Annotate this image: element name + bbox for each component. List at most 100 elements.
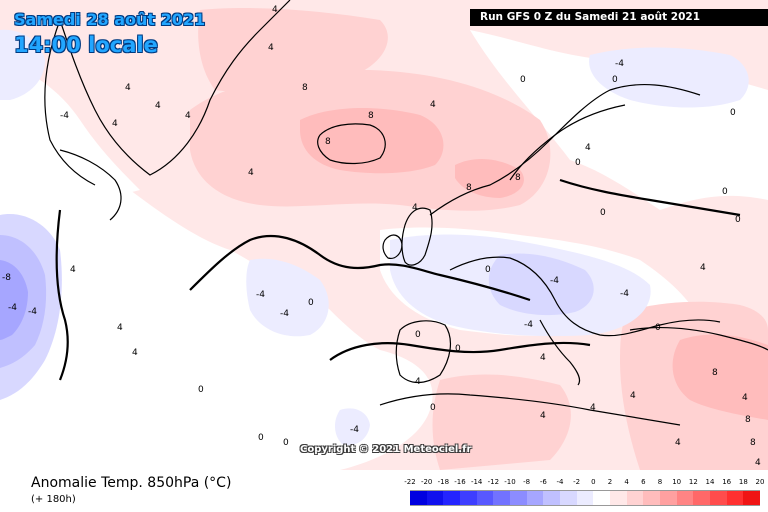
scale-tick-label: 16 (722, 478, 732, 486)
field-blue-canary (334, 408, 370, 446)
label-l50: 4 (755, 458, 761, 468)
label-l23: 0 (308, 298, 314, 308)
scale-tick-label: -12 (487, 478, 500, 486)
scale-swatch (693, 490, 711, 506)
scale-swatch (443, 490, 461, 506)
label-l37: -8 (2, 273, 11, 283)
scale-swatch (626, 490, 644, 506)
scale-tick-label: 8 (657, 478, 663, 486)
label-l7: 4 (430, 100, 436, 110)
scale-tick-label: 4 (624, 478, 629, 486)
label-l13: 4 (248, 168, 254, 178)
scale-tick-label: 10 (672, 478, 682, 486)
forecast-time: 14:00 locale (14, 33, 158, 57)
field-blue-greenland-nw (0, 29, 45, 100)
contour-zero-east (559, 178, 741, 217)
scale-swatch (676, 490, 694, 506)
scale-swatch (510, 490, 527, 506)
scale-swatch (410, 490, 427, 506)
contour-zero-west (55, 209, 69, 381)
coast-africa (379, 393, 681, 426)
label-l45: 4 (742, 393, 748, 403)
field-deep-red-iceland (300, 108, 444, 174)
field-red-sahara (432, 374, 571, 470)
label-l6: 4 (185, 111, 191, 121)
field-blue-europe-core (488, 253, 594, 316)
label-l18: 0 (520, 75, 526, 85)
label-l57: 0 (430, 403, 436, 413)
label-l31: -4 (280, 309, 289, 319)
label-l28: 0 (283, 438, 289, 448)
field-blue-west-deep (0, 260, 28, 340)
scale-tick-label: 6 (641, 478, 646, 486)
label-l27: 0 (258, 433, 264, 443)
scale-swatch (560, 490, 577, 506)
label-l42: 4 (590, 403, 596, 413)
label-l8: 8 (302, 83, 308, 93)
scale-swatch (493, 490, 511, 506)
run-info-banner: Run GFS 0 Z du Samedi 21 août 2021 (470, 9, 768, 26)
label-l2: 4 (268, 43, 274, 53)
coastlines (44, 0, 768, 426)
label-l48: 8 (750, 438, 756, 448)
label-l34: -4 (615, 59, 624, 69)
field-blue-atlantic (246, 258, 329, 337)
field-red-greenland-north (198, 8, 388, 92)
label-l19: 0 (612, 75, 618, 85)
label-l35: -4 (350, 425, 359, 435)
forecast-date: Samedi 28 août 2021 (14, 10, 206, 29)
label-l11: 8 (466, 183, 472, 193)
contour-zero-med (329, 341, 591, 361)
color-scale: -22 -20 -18 -16 -14 -12 -10 -8 -6 -4 -2 0 2 4 6 8 10 12 14… (404, 478, 764, 510)
label-l5: 4 (112, 119, 118, 129)
scale-tick-label: 14 (705, 478, 715, 486)
scale-swatch (660, 490, 677, 506)
scale-tick-label: -4 (556, 478, 564, 486)
scale-tick-label: -16 (454, 478, 466, 486)
scale-tick-label: -18 (437, 478, 450, 486)
field-red-norway (455, 158, 524, 198)
label-l16: 4 (117, 323, 123, 333)
coast-scandinavia (429, 83, 701, 216)
coast-europe (449, 256, 721, 337)
label-l43: 4 (630, 391, 636, 401)
label-l26: 0 (198, 385, 204, 395)
label-l47: 8 (745, 415, 751, 425)
scale-tick-label: 18 (738, 478, 748, 486)
label-l25: 0 (455, 344, 461, 354)
scale-tick-label: -22 (404, 478, 416, 486)
label-l44: 4 (700, 263, 706, 273)
label-l4: 4 (155, 101, 161, 111)
scale-tick-label: 0 (591, 478, 596, 486)
label-l29: 0 (655, 323, 661, 333)
scale-tick-label: -20 (420, 478, 433, 486)
label-l15: 4 (70, 265, 76, 275)
label-l56: 4 (585, 143, 591, 153)
scale-tick-label: 2 (607, 478, 613, 486)
zero-contours (55, 178, 741, 381)
label-l22: 0 (485, 265, 491, 275)
label-l55: -4 (620, 289, 629, 299)
legend-footer: Anomalie Temp. 850hPa (°C) (+ 180h) -22-… (0, 470, 768, 512)
scale-tick-label: -6 (539, 478, 547, 486)
scale-tick-label: 20 (755, 478, 765, 486)
scale-swatch (710, 490, 727, 506)
label-l32: -4 (550, 276, 559, 286)
label-l9: 8 (368, 111, 374, 121)
anomaly-map: 4 4 4 4 4 4 4 8 8 8 8 8 4 4 4 4 4 0 0 0 … (0, 0, 768, 470)
label-l46: 8 (712, 368, 718, 378)
label-l54: 4 (415, 377, 421, 387)
label-l20: 0 (722, 187, 728, 197)
scale-bar (410, 490, 761, 506)
label-l12: 8 (515, 173, 521, 183)
map-area: 4 4 4 4 4 4 4 8 8 8 8 8 4 4 4 4 4 0 0 0 … (0, 0, 768, 470)
scale-swatch (593, 490, 611, 506)
field-white-atlantic (0, 150, 433, 470)
scale-tick-label: -10 (504, 478, 516, 486)
field-deep-red-turkey (672, 334, 768, 420)
coast-iberia (395, 320, 452, 384)
label-l3: 4 (125, 83, 131, 93)
label-l21: 0 (735, 215, 741, 225)
label-l52: 0 (600, 208, 606, 218)
variable-title: Anomalie Temp. 850hPa (°C) (31, 475, 232, 491)
